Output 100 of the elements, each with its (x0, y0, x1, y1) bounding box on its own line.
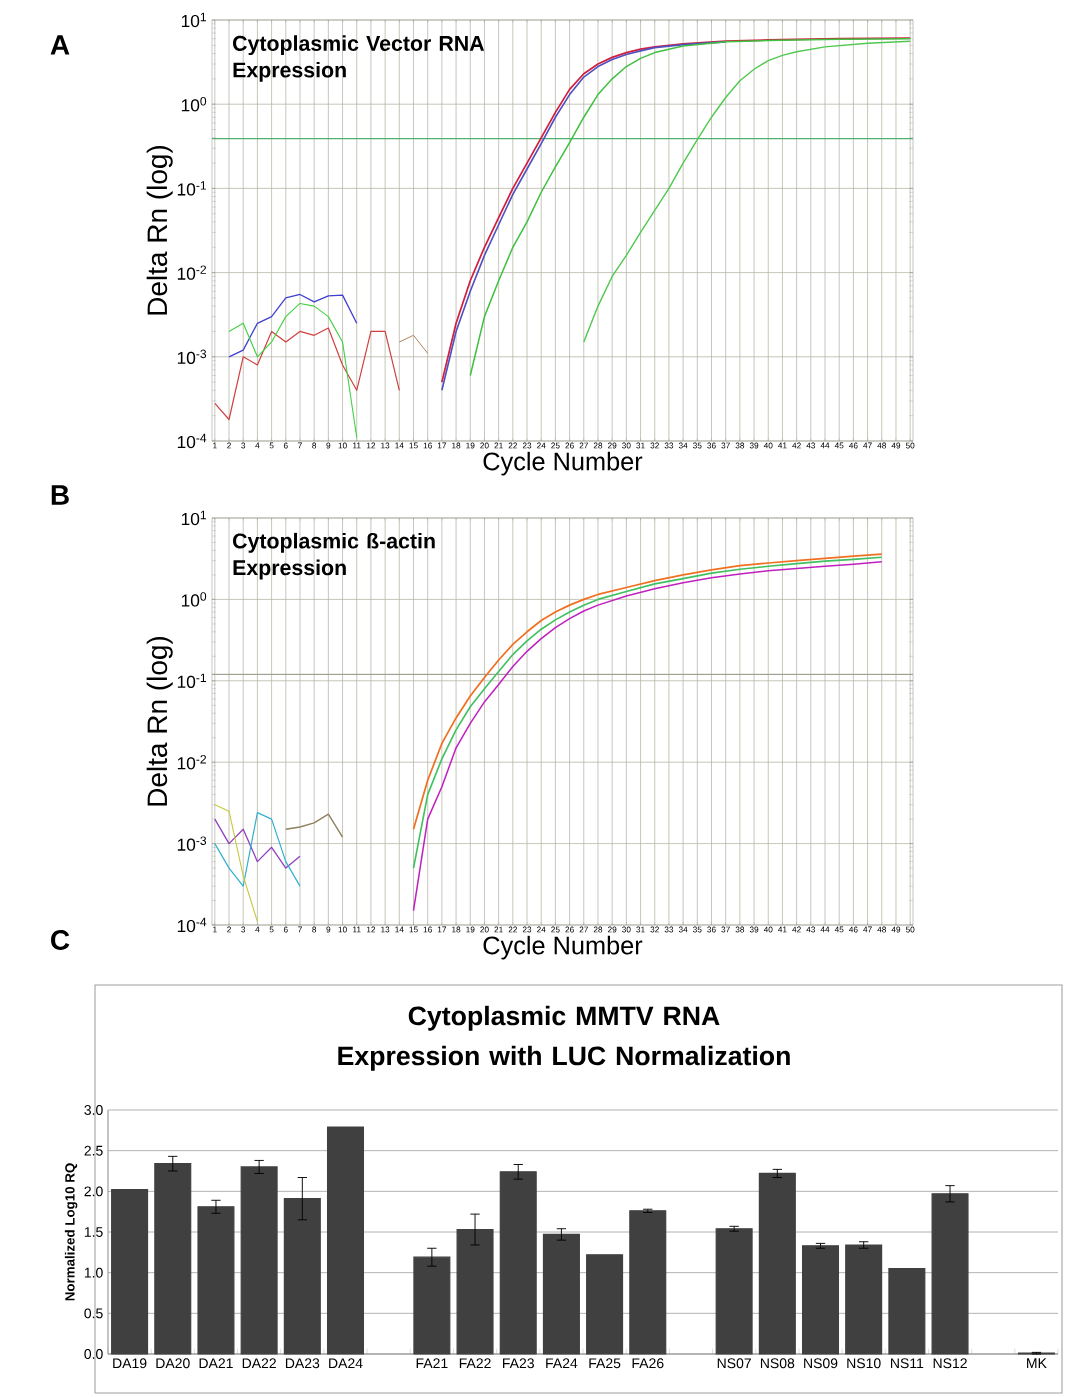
x-tick-label: FA22 (459, 1358, 491, 1369)
x-tick-label: 6 (283, 926, 288, 933)
x-tick-label: 47 (863, 926, 872, 933)
bar (283, 1198, 321, 1355)
x-tick-label: 7 (298, 442, 302, 449)
x-tick-label: FA23 (503, 1358, 534, 1369)
x-tick-label: 22 (508, 442, 518, 449)
x-tick-label: 24 (537, 442, 546, 449)
x-tick-label: 14 (395, 926, 404, 933)
x-tick-label: 16 (423, 442, 432, 449)
bar (758, 1172, 796, 1355)
bar (888, 1268, 926, 1355)
text: Cytoplasmic ß-actin Expression (233, 532, 435, 580)
x-tick-label: 12 (366, 442, 376, 449)
y-tick-label: 3.0 (84, 1105, 103, 1115)
x-tick-label: NS10 (847, 1358, 881, 1369)
y-tick-label: 10$^{-2}$ (177, 265, 206, 280)
y-tick-label: 10$^{1}$ (181, 12, 207, 28)
x-tick-label: 23 (522, 926, 532, 933)
bar (326, 1126, 365, 1355)
bar (240, 1166, 278, 1355)
x-tick-label: 10 (338, 926, 347, 933)
bar (413, 1256, 451, 1355)
y-tick-label: 10$^{-4}$ (177, 917, 207, 933)
x-tick-label: 8 (312, 926, 317, 933)
y-tick-label: 0.0 (84, 1349, 103, 1359)
x-tick-label: DA20 (156, 1358, 190, 1369)
x-tick-label: 2 (227, 926, 231, 933)
x-tick-label: 7 (298, 926, 302, 933)
x-tick-label: 4 (255, 442, 260, 449)
x-tick-label: 23 (522, 442, 532, 449)
x-tick-label: 20 (480, 926, 489, 933)
x-tick-label: 17 (437, 926, 447, 933)
x-tick-label: 19 (466, 926, 475, 933)
x-tick-label: 49 (891, 926, 901, 933)
bar (715, 1228, 753, 1355)
x-tick-label: 21 (494, 442, 503, 449)
x-tick-label: 15 (409, 926, 418, 933)
x-tick-label: 28 (593, 442, 603, 449)
x-tick-label: 42 (792, 442, 801, 449)
x-tick-label: 3 (241, 926, 246, 933)
x-tick-label: 22 (508, 926, 518, 933)
x-tick-label: 42 (792, 926, 801, 933)
x-tick-label: 46 (848, 926, 858, 933)
y-tick-label: 10$^{0}$ (181, 96, 207, 112)
x-tick-label: 48 (877, 442, 887, 449)
x-tick-label: 43 (806, 926, 816, 933)
x-tick-label: DA22 (242, 1358, 276, 1369)
bar (154, 1163, 192, 1355)
x-tick-label: DA23 (285, 1358, 320, 1369)
chart-title: Cytoplasmic MMTV RNA Expression with LUC Normalization (338, 1005, 790, 1071)
bar (111, 1189, 149, 1355)
text: A (50, 35, 70, 55)
x-tick-label: 50 (905, 442, 915, 449)
x-tick-label: 19 (466, 442, 475, 449)
x-tick-label: DA19 (113, 1358, 147, 1369)
bar (197, 1206, 235, 1355)
x-tick-label: 48 (877, 926, 887, 933)
x-tick-label: 13 (381, 442, 390, 449)
x-tick-label: 9 (326, 442, 331, 449)
x-tick-label: 11 (353, 926, 361, 933)
line-series (214, 327, 400, 421)
x-tick-label: 39 (749, 926, 759, 933)
y-tick-label: 1.0 (84, 1267, 103, 1278)
x-tick-label: 29 (607, 926, 617, 933)
x-tick-label: 41 (778, 926, 787, 933)
line-series (583, 40, 911, 343)
x-tick-label: 18 (452, 926, 461, 933)
x-tick-label: FA26 (632, 1358, 664, 1369)
x-tick-label: NS11 (891, 1358, 924, 1369)
x-tick-label: 38 (735, 442, 745, 449)
x-tick-label: 47 (863, 442, 872, 449)
line-series (214, 818, 301, 869)
x-tick-label: NS12 (933, 1358, 967, 1369)
line-series (285, 813, 344, 838)
x-tick-label: 16 (423, 926, 432, 933)
x-tick-label: 29 (607, 442, 617, 449)
x-tick-label: 9 (326, 926, 331, 933)
x-tick-label: 13 (381, 926, 390, 933)
x-tick-label: 43 (806, 442, 816, 449)
x-tick-label: 21 (494, 926, 503, 933)
x-tick-label: 36 (707, 442, 716, 449)
x-tick-label: 39 (749, 442, 759, 449)
x-tick-label: 27 (579, 442, 588, 449)
x-tick-label: NS07 (717, 1358, 751, 1369)
x-tick-label: 15 (409, 442, 418, 449)
bar (629, 1210, 667, 1355)
x-tick-label: 34 (678, 442, 688, 449)
x-tick-label: 27 (579, 926, 588, 933)
x-tick-label: FA25 (589, 1358, 621, 1369)
x-tick-label: 46 (848, 442, 858, 449)
bar (801, 1245, 840, 1355)
x-tick-label: 37 (721, 442, 730, 449)
x-tick-label: DA21 (199, 1358, 233, 1369)
x-tick-label: FA24 (546, 1358, 578, 1369)
x-tick-label: 45 (834, 442, 844, 449)
x-tick-label: 28 (593, 926, 603, 933)
x-tick-label: 1 (213, 926, 217, 933)
y-axis-title: Normalized Log10 RQ (64, 1163, 78, 1301)
x-tick-label: 37 (721, 926, 730, 933)
